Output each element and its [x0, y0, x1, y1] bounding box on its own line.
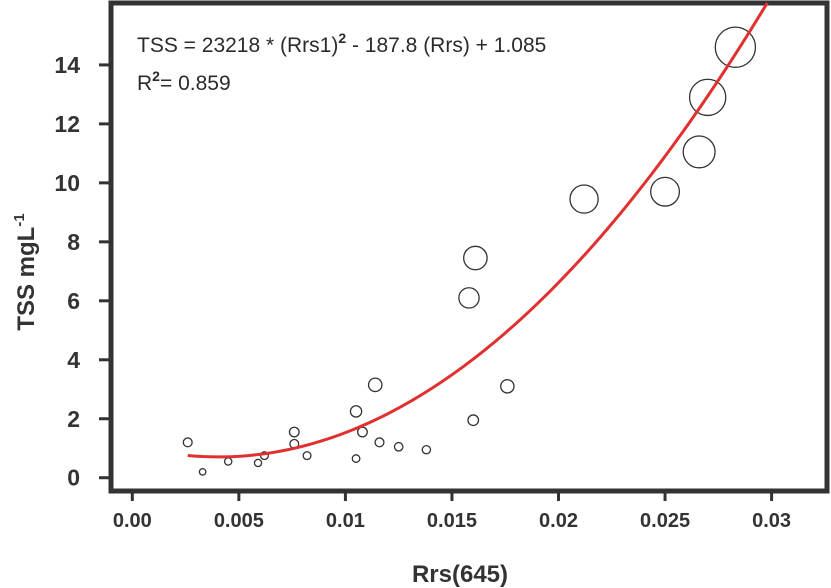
- data-point: [349, 405, 363, 418]
- y-tick-label: 8: [67, 229, 80, 255]
- y-tick-label: 0: [67, 465, 80, 491]
- x-tick-label: 0.02: [539, 510, 578, 532]
- data-point: [467, 414, 480, 427]
- y-tick-label: 12: [54, 111, 80, 137]
- y-tick-label: 2: [67, 406, 80, 432]
- y-tick-label: 10: [54, 170, 80, 196]
- r-squared-annotation: R2= 0.859: [137, 68, 231, 95]
- x-tick-label: 0.03: [752, 510, 791, 532]
- y-axis-title: TSS mgL-1: [11, 213, 40, 330]
- plot-frame: [108, 0, 830, 494]
- data-point: [393, 441, 404, 452]
- data-point: [421, 444, 432, 455]
- data-point: [714, 26, 757, 68]
- data-point: [458, 287, 480, 309]
- data-point: [198, 467, 207, 476]
- y-tick-label: 6: [67, 288, 80, 314]
- data-point: [253, 458, 263, 468]
- x-tick-label: 0.00: [113, 510, 152, 532]
- data-point: [302, 451, 312, 461]
- x-axis-ticks: 0.00 0.005 0.01 0.015 0.02 0.025 0.03: [113, 493, 791, 532]
- data-point: [463, 245, 488, 271]
- y-tick-label: 14: [54, 52, 80, 78]
- data-point: [500, 379, 515, 394]
- x-axis-title: Rrs(645): [412, 561, 508, 588]
- data-point: [688, 78, 727, 117]
- fit-curve: [187, 2, 769, 459]
- data-point: [288, 426, 300, 438]
- data-point: [682, 135, 716, 169]
- x-tick-label: 0.025: [640, 510, 690, 532]
- x-tick-label: 0.005: [214, 510, 264, 532]
- x-tick-label: 0.01: [326, 510, 365, 532]
- data-point: [351, 454, 361, 463]
- y-axis-ticks: 0 2 4 6 8 10 12 14: [54, 52, 109, 491]
- equation-annotation: TSS = 23218 * (Rrs1)2 - 187.8 (Rrs) + 1.…: [137, 30, 546, 57]
- x-tick-label: 0.015: [427, 510, 477, 532]
- data-point: [182, 437, 193, 448]
- y-tick-label: 4: [67, 347, 80, 373]
- data-point: [367, 377, 383, 393]
- data-point: [650, 176, 681, 207]
- equation-exponent: 2: [338, 30, 346, 46]
- data-point: [374, 437, 385, 448]
- data-point: [569, 184, 599, 214]
